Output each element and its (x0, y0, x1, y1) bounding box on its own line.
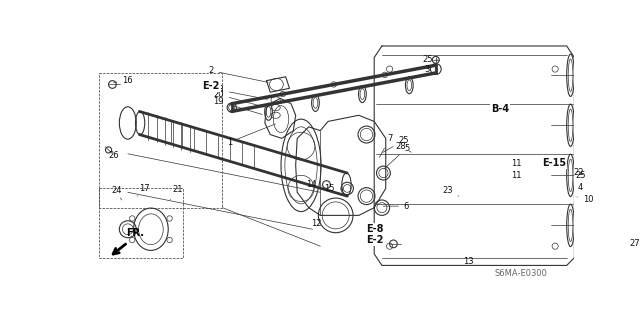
Text: 27: 27 (629, 237, 640, 248)
Text: 11: 11 (511, 171, 521, 180)
Text: 21: 21 (170, 185, 183, 200)
Text: 12: 12 (311, 219, 322, 227)
Text: 11: 11 (511, 159, 521, 168)
Text: 4: 4 (578, 183, 583, 192)
Text: 15: 15 (324, 184, 343, 193)
Text: E-2: E-2 (367, 235, 384, 245)
Text: 28: 28 (396, 142, 411, 152)
Text: 25: 25 (423, 55, 437, 64)
Text: 19: 19 (213, 97, 262, 115)
Text: 10: 10 (577, 196, 593, 204)
Text: B-4: B-4 (492, 104, 509, 114)
Text: 25: 25 (575, 171, 586, 180)
Text: 17: 17 (137, 184, 150, 196)
Text: 23: 23 (442, 186, 459, 196)
Text: 24: 24 (111, 186, 122, 200)
Text: 6: 6 (383, 202, 409, 211)
Text: 16: 16 (114, 76, 133, 85)
Text: E-15: E-15 (542, 158, 566, 168)
Text: 18: 18 (213, 85, 268, 99)
Text: FR.: FR. (126, 228, 144, 239)
Text: 26: 26 (109, 151, 119, 160)
Bar (99, 189, 183, 258)
Text: 3: 3 (424, 64, 437, 74)
Text: 14: 14 (306, 180, 322, 189)
Text: 1: 1 (227, 124, 275, 147)
Text: E-8: E-8 (367, 224, 384, 234)
Text: 5: 5 (384, 144, 409, 169)
Text: 25: 25 (383, 136, 409, 152)
Text: 2: 2 (209, 66, 268, 82)
Text: S6MA-E0300: S6MA-E0300 (494, 269, 547, 278)
Text: E-2: E-2 (202, 81, 220, 91)
Text: 22: 22 (573, 168, 584, 177)
Text: 13: 13 (463, 257, 474, 266)
Text: 7: 7 (380, 134, 392, 158)
Text: 20: 20 (213, 90, 264, 107)
Bar (99, 73, 221, 208)
